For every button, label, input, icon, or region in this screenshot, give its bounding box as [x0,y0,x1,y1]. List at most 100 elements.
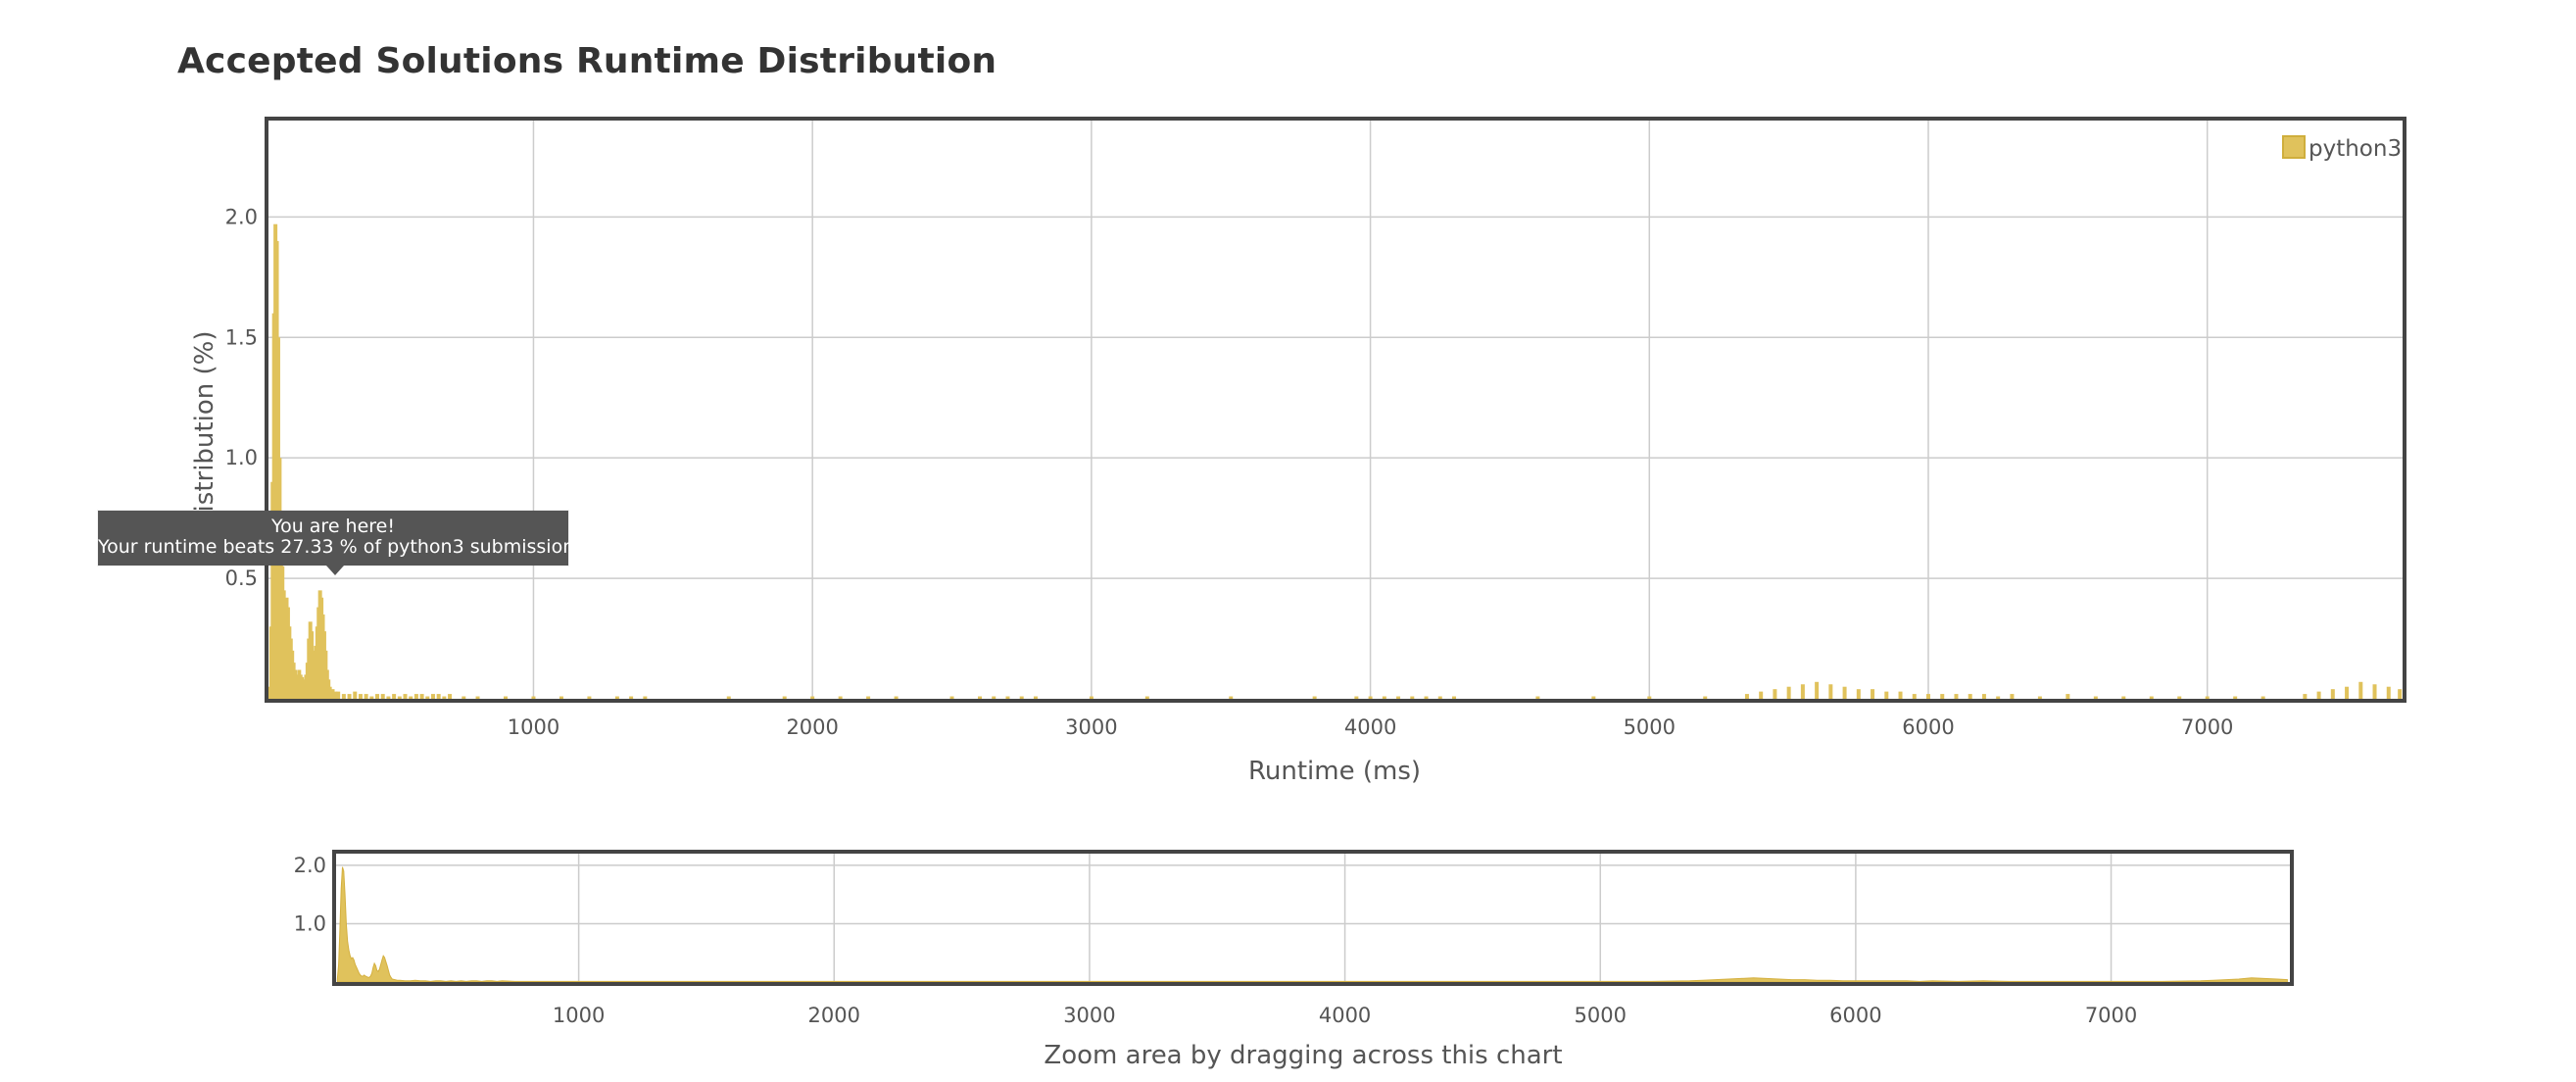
main-bar[interactable] [1926,694,1930,699]
main-bar[interactable] [327,686,332,699]
main-bar[interactable] [353,691,358,699]
main-bar[interactable] [2149,696,2154,699]
main-bar[interactable] [1981,694,1986,699]
main-bar[interactable] [2316,691,2321,699]
main-bar[interactable] [810,696,815,699]
main-bar[interactable] [475,696,480,699]
main-bar[interactable] [1940,694,1945,699]
main-bar[interactable] [341,694,346,699]
main-bar[interactable] [978,696,982,699]
main-bar[interactable] [866,696,871,699]
main-bar[interactable] [2010,694,2015,699]
main-bar[interactable] [894,696,899,699]
main-bar[interactable] [1382,696,1386,699]
main-bar[interactable] [1828,684,1833,699]
main-bar[interactable] [1591,696,1596,699]
main-bar[interactable] [2093,696,2098,699]
main-bar[interactable] [1786,686,1791,699]
main-bar[interactable] [782,696,787,699]
main-bar[interactable] [1744,694,1749,699]
main-bar[interactable] [330,689,335,699]
main-bar[interactable] [559,696,563,699]
main-bar[interactable] [1144,696,1149,699]
main-bar[interactable] [1968,694,1972,699]
main-bar[interactable] [1759,691,1764,699]
main-bar[interactable] [392,694,397,699]
main-bar[interactable] [462,696,466,699]
main-bar[interactable] [1842,686,1847,699]
main-bar[interactable] [369,696,374,699]
main-bar[interactable] [1396,696,1401,699]
main-bar[interactable] [430,694,435,699]
main-bar[interactable] [1312,696,1317,699]
main-bar[interactable] [2372,684,2377,699]
main-bar[interactable] [336,691,341,699]
main-bar[interactable] [442,696,447,699]
main-bar[interactable] [629,696,634,699]
main-bar[interactable] [347,694,352,699]
main-bar[interactable] [992,696,996,699]
main-bar[interactable] [1535,696,1540,699]
main-bar[interactable] [2260,696,2265,699]
main-bar[interactable] [2121,696,2126,699]
main-bar[interactable] [2386,686,2391,699]
legend-swatch-python3[interactable] [2282,135,2306,159]
main-bar[interactable] [1229,696,1234,699]
main-bar[interactable] [504,696,508,699]
main-bar[interactable] [643,696,648,699]
main-bar[interactable] [1019,696,1024,699]
legend[interactable]: python3 [2282,135,2402,162]
main-bar[interactable] [1424,696,1429,699]
main-bar[interactable] [2345,686,2350,699]
main-bar[interactable] [425,696,430,699]
main-bar[interactable] [1452,696,1456,699]
main-bar[interactable] [1815,681,1820,699]
main-bar[interactable] [1898,691,1903,699]
main-bar[interactable] [1703,696,1708,699]
main-bar[interactable] [403,694,408,699]
main-bar[interactable] [386,696,391,699]
main-bar[interactable] [1354,696,1359,699]
main-bar[interactable] [2037,696,2042,699]
main-bar[interactable] [1871,689,1875,699]
main-bar[interactable] [375,694,380,699]
main-bar[interactable] [2205,696,2210,699]
main-chart-series-python3[interactable] [267,223,2403,700]
main-bar[interactable] [419,694,424,699]
navigator-frame[interactable] [332,850,2294,986]
main-bar[interactable] [409,696,413,699]
legend-label-python3[interactable]: python3 [2309,136,2402,162]
main-bar[interactable] [364,694,368,699]
main-bar[interactable] [358,694,363,699]
main-bar[interactable] [614,696,619,699]
main-bar[interactable] [2398,689,2403,699]
main-bar[interactable] [1005,696,1010,699]
main-bar[interactable] [2330,689,2335,699]
main-bar[interactable] [1884,691,1889,699]
main-bar[interactable] [1368,696,1373,699]
main-bar[interactable] [1033,696,1038,699]
main-bar[interactable] [1996,696,2001,699]
main-bar[interactable] [436,694,441,699]
main-bar[interactable] [726,696,731,699]
main-bar[interactable] [397,696,402,699]
main-bar[interactable] [448,694,453,699]
main-bar[interactable] [2066,694,2070,699]
main-bar[interactable] [838,696,843,699]
main-bar[interactable] [2177,696,2182,699]
main-bar[interactable] [1954,694,1959,699]
main-bar[interactable] [380,694,385,699]
main-bar[interactable] [1856,689,1861,699]
main-bar[interactable] [413,694,418,699]
main-bar[interactable] [1437,696,1442,699]
main-bar[interactable] [587,696,592,699]
main-bar[interactable] [1912,694,1917,699]
main-bar[interactable] [949,696,954,699]
main-bar[interactable] [2233,696,2238,699]
main-bar[interactable] [333,691,338,699]
main-bar[interactable] [1647,696,1652,699]
main-bar[interactable] [531,696,536,699]
main-bar[interactable] [1089,696,1094,699]
main-bar[interactable] [1800,684,1805,699]
